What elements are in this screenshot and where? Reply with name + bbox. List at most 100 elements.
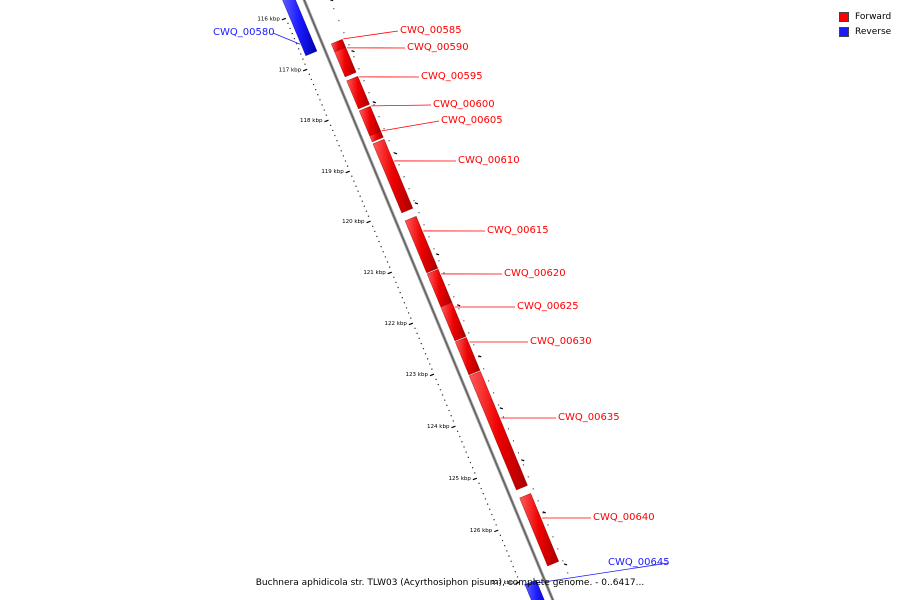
scale-minor-tick xyxy=(452,420,455,422)
scale-right-minor-tick xyxy=(408,188,410,190)
scale-minor-tick xyxy=(410,317,412,319)
scale-minor-tick xyxy=(514,571,517,573)
scale-minor-tick xyxy=(287,22,289,25)
gene-cwq-00635[interactable] xyxy=(469,371,528,491)
scale-minor-tick xyxy=(300,53,302,55)
scale-right-minor-tick xyxy=(348,44,350,46)
scale-right-minor-tick xyxy=(473,344,475,346)
scale-minor-tick xyxy=(380,246,382,248)
scale-minor-tick xyxy=(469,461,472,464)
gene-label[interactable]: CWQ_00630 xyxy=(530,336,592,347)
gene-label[interactable]: CWQ_00610 xyxy=(458,155,520,166)
gene-label[interactable]: CWQ_00580 xyxy=(213,27,275,38)
scale-minor-tick xyxy=(323,109,325,111)
scale-right-minor-tick xyxy=(433,248,435,250)
scale-right-tick xyxy=(457,304,461,307)
scale-minor-tick xyxy=(388,266,391,268)
scale-minor-tick xyxy=(467,456,470,459)
scale-right-minor-tick xyxy=(532,488,534,490)
scale-minor-tick xyxy=(450,415,452,417)
gene-cwq-00610[interactable] xyxy=(372,139,414,214)
gene-label[interactable]: CWQ_00620 xyxy=(504,268,566,279)
scale-right-tick xyxy=(521,459,525,462)
gene-label[interactable]: CWQ_00615 xyxy=(487,225,549,236)
scale-minor-tick xyxy=(346,165,349,167)
scale-right-minor-tick xyxy=(343,32,345,34)
scale-right-tick xyxy=(478,355,482,358)
scale-minor-tick xyxy=(474,472,476,474)
scale-tick-label: 123 kbp xyxy=(406,372,429,378)
scale-minor-tick xyxy=(297,48,300,50)
scale-right-minor-tick xyxy=(572,584,574,586)
scale-right-tick xyxy=(542,511,546,514)
scale-right-minor-tick xyxy=(497,404,500,406)
gene-cwq-00600[interactable] xyxy=(359,106,382,137)
scale-right-minor-tick xyxy=(388,140,390,142)
gene-cwq-00590[interactable] xyxy=(334,47,357,78)
gene-cwq-00580[interactable] xyxy=(282,0,318,56)
legend-label-forward: Forward xyxy=(855,11,892,22)
scale-minor-tick xyxy=(295,43,298,45)
scale-minor-tick xyxy=(420,342,423,345)
gene-label[interactable]: CWQ_00605 xyxy=(441,115,503,126)
scale-tick-label: 127 kbp xyxy=(491,580,514,586)
scale-minor-tick xyxy=(319,99,321,101)
legend-item-reverse: Reverse xyxy=(839,24,891,39)
scale-major-tick xyxy=(494,529,499,533)
scale-right-minor-tick xyxy=(567,572,569,574)
scale-minor-tick xyxy=(351,175,353,177)
gene-label[interactable]: CWQ_00640 xyxy=(593,512,655,523)
scale-major-tick xyxy=(345,170,350,174)
gene-label[interactable]: CWQ_00590 xyxy=(407,42,469,53)
scale-minor-tick xyxy=(361,200,363,202)
scale-tick-label: 126 kbp xyxy=(470,528,493,534)
gene-leader-line xyxy=(381,120,440,132)
scale-minor-tick xyxy=(340,150,342,152)
scale-minor-tick xyxy=(493,519,495,521)
gene-label[interactable]: CWQ_00600 xyxy=(433,99,495,110)
scale-right-tick xyxy=(372,101,376,104)
scale-right-minor-tick xyxy=(363,80,365,82)
scale-right-minor-tick xyxy=(537,500,539,502)
scale-right-minor-tick xyxy=(338,20,340,22)
gene-cwq-00645[interactable] xyxy=(524,579,550,600)
gene-cwq-00620[interactable] xyxy=(426,269,453,308)
gene-label[interactable]: CWQ_00645 xyxy=(608,557,670,568)
scale-minor-tick xyxy=(465,451,467,453)
gene-cwq-00640[interactable] xyxy=(519,493,559,567)
scale-right-minor-tick xyxy=(373,104,375,106)
scale-right-tick xyxy=(499,407,504,410)
scale-minor-tick xyxy=(418,337,420,340)
legend-item-forward: Forward xyxy=(839,9,891,24)
scale-tick-label: 125 kbp xyxy=(448,476,471,482)
gene-cwq-00605[interactable] xyxy=(369,131,384,143)
scale-minor-tick xyxy=(315,88,317,91)
scale-major-tick xyxy=(366,220,371,224)
gene-label[interactable]: CWQ_00625 xyxy=(517,301,579,312)
gene-label[interactable]: CWQ_00585 xyxy=(400,25,462,36)
scale-major-tick xyxy=(324,119,329,123)
scale-minor-tick xyxy=(365,210,368,212)
scale-major-tick xyxy=(281,17,287,21)
gene-cwq-00625[interactable] xyxy=(440,302,467,342)
scale-major-tick xyxy=(408,322,414,326)
gene-cwq-00630[interactable] xyxy=(455,337,481,376)
scale-minor-tick xyxy=(291,32,293,35)
scale-minor-tick xyxy=(463,446,465,448)
scale-right-minor-tick xyxy=(333,8,335,10)
scale-minor-tick xyxy=(456,430,459,433)
scale-minor-tick xyxy=(482,493,485,495)
legend: Forward Reverse xyxy=(839,9,891,39)
scale-right-minor-tick xyxy=(483,368,485,370)
scale-right-tick xyxy=(351,50,355,53)
scale-minor-tick xyxy=(422,347,425,350)
scale-major-tick xyxy=(302,68,308,72)
scale-minor-tick xyxy=(386,261,389,263)
gene-label[interactable]: CWQ_00595 xyxy=(421,71,483,82)
scale-minor-tick xyxy=(495,524,497,526)
gene-cwq-00595[interactable] xyxy=(346,76,370,110)
scale-minor-tick xyxy=(308,73,311,76)
gene-cwq-00615[interactable] xyxy=(404,216,439,274)
scale-minor-tick xyxy=(357,190,359,192)
gene-label[interactable]: CWQ_00635 xyxy=(558,412,620,423)
